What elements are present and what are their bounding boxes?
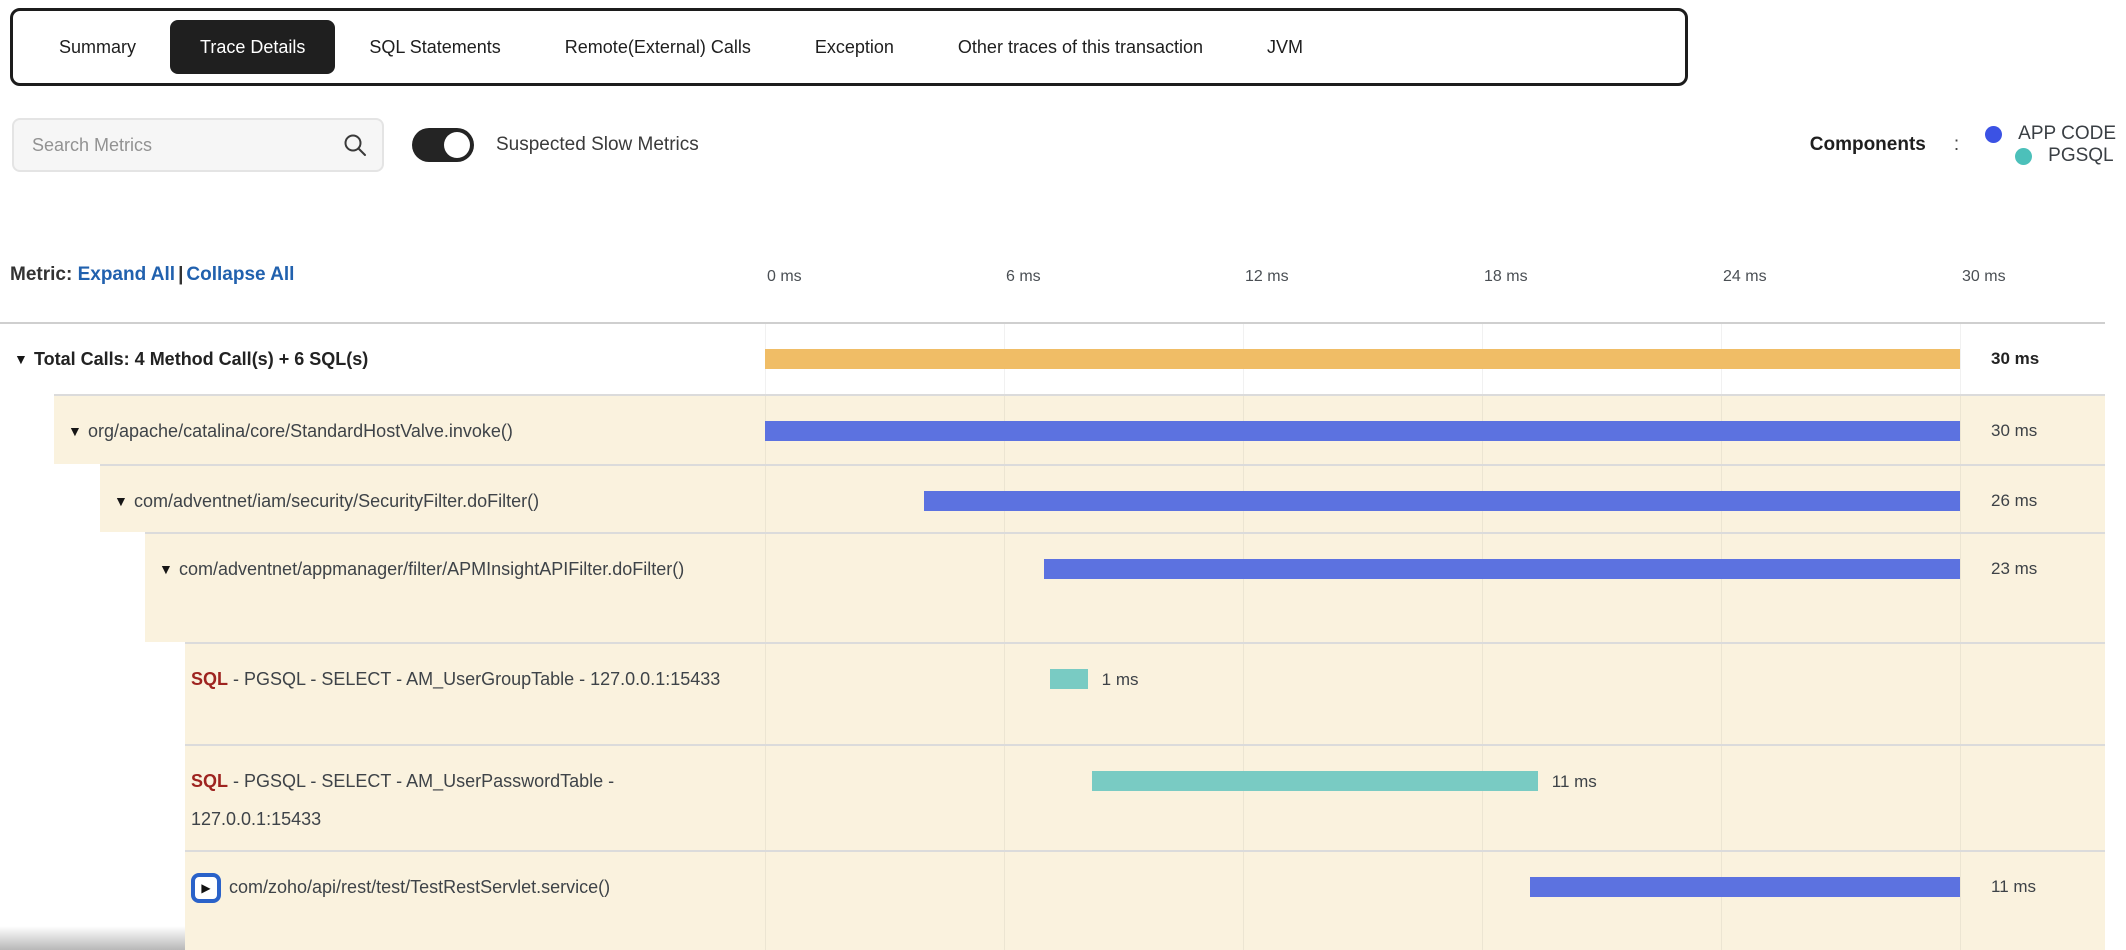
trace-row-text: com/adventnet/appmanager/filter/APMInsig…: [179, 559, 685, 579]
duration-column-label: [1961, 746, 2105, 850]
legend-colon: :: [1953, 134, 1960, 155]
trace-row-text: Total Calls: 4 Method Call(s) + 6 SQL(s): [34, 349, 369, 369]
duration-column-label: 23 ms: [1991, 559, 2038, 578]
scroll-shadow: [0, 926, 185, 950]
trace-row-text: com/adventnet/iam/security/SecurityFilte…: [134, 491, 540, 511]
axis-tick-label: 6 ms: [1006, 268, 1041, 285]
trace-row-label[interactable]: ▼ org/apache/catalina/core/StandardHostV…: [54, 396, 765, 464]
axis-tick-label: 30 ms: [1962, 268, 2006, 285]
duration-bar[interactable]: [1529, 877, 1960, 897]
trace-row-timeline: [765, 852, 1961, 950]
trace-row-timeline: 11 ms: [765, 746, 1961, 850]
collapse-all-link[interactable]: Collapse All: [186, 264, 295, 285]
duration-bar[interactable]: [765, 421, 1960, 441]
components-legend: Components : APP CODE PGSQL: [1810, 123, 2120, 167]
trace-row: SQL - PGSQL - SELECT - AM_UserGroupTable…: [0, 642, 2105, 744]
duration-bar[interactable]: [924, 491, 1960, 511]
duration-bar[interactable]: [1049, 669, 1088, 689]
tab-summary[interactable]: Summary: [59, 36, 137, 57]
tab-exception[interactable]: Exception: [814, 36, 894, 57]
legend-dot-icon: [2015, 147, 2033, 165]
axis-tick-label: 0 ms: [767, 268, 802, 285]
expand-all-link[interactable]: Expand All: [77, 264, 176, 285]
trace-row-label[interactable]: ▶ com/zoho/api/rest/test/TestRestServlet…: [185, 852, 765, 950]
trace-row: SQL - PGSQL - SELECT - AM_UserPasswordTa…: [0, 744, 2105, 850]
trace-row: ▼ Total Calls: 4 Method Call(s) + 6 SQL(…: [0, 322, 2105, 394]
collapse-triangle-icon[interactable]: ▼: [114, 493, 128, 509]
duration-bar[interactable]: [765, 349, 1960, 369]
metric-label: Metric:: [10, 264, 73, 285]
collapse-triangle-icon[interactable]: ▼: [68, 423, 82, 439]
trace-row-label[interactable]: SQL - PGSQL - SELECT - AM_UserGroupTable…: [185, 644, 765, 744]
legend-item: APP CODE: [1985, 123, 2116, 145]
trace-row-label[interactable]: SQL - PGSQL - SELECT - AM_UserPasswordTa…: [185, 746, 765, 850]
search-box[interactable]: [12, 118, 384, 172]
search-input[interactable]: [30, 133, 342, 157]
metric-links: Metric: Expand All | Collapse All: [10, 264, 294, 286]
collapse-triangle-icon[interactable]: ▼: [14, 351, 28, 367]
trace-row-text: SQL - PGSQL - SELECT - AM_UserGroupTable…: [191, 669, 721, 689]
duration-column-label: 11 ms: [1991, 877, 2037, 896]
trace-row-timeline: 1 ms: [765, 644, 1961, 744]
trace-row-text: SQL - PGSQL - SELECT - AM_UserPasswordTa…: [191, 771, 615, 829]
duration-column-label: 26 ms: [1991, 491, 2038, 510]
duration-inline-label: 11 ms: [1551, 772, 1597, 791]
axis-tick-label: 24 ms: [1723, 268, 1767, 285]
trace-row-text: com/zoho/api/rest/test/TestRestServlet.s…: [229, 877, 611, 897]
tab-sql-statements[interactable]: SQL Statements: [369, 36, 501, 57]
trace-row-timeline: [765, 324, 1961, 394]
trace-row-label[interactable]: ▼ Total Calls: 4 Method Call(s) + 6 SQL(…: [0, 324, 765, 394]
tab-jvm[interactable]: JVM: [1267, 36, 1304, 57]
sql-keyword: SQL: [191, 669, 229, 689]
trace-row: ▼ com/adventnet/appmanager/filter/APMIns…: [0, 532, 2105, 642]
axis-tick-label: 12 ms: [1245, 268, 1289, 285]
search-icon[interactable]: [342, 132, 368, 158]
duration-bar[interactable]: [1091, 771, 1538, 791]
trace-row-timeline: [765, 396, 1961, 464]
expand-play-icon[interactable]: ▶: [191, 873, 221, 903]
legend-title: Components: [1809, 134, 1926, 155]
trace-row: ▶ com/zoho/api/rest/test/TestRestServlet…: [0, 850, 2105, 950]
legend-dot-icon: [1985, 125, 2003, 143]
tab-trace-details[interactable]: Trace Details: [170, 20, 336, 74]
tab-remote-external-calls[interactable]: Remote(External) Calls: [564, 36, 751, 57]
legend-item-label: PGSQL: [2048, 145, 2114, 166]
duration-inline-label: 1 ms: [1101, 670, 1139, 689]
legend-item-label: APP CODE: [2018, 123, 2116, 144]
toggle-label: Suspected Slow Metrics: [496, 134, 699, 155]
trace-row-timeline: [765, 466, 1961, 532]
sql-keyword: SQL: [191, 771, 229, 791]
duration-bar[interactable]: [1043, 559, 1960, 579]
trace-waterfall-table: ▼ Total Calls: 4 Method Call(s) + 6 SQL(…: [0, 322, 2126, 950]
suspected-slow-metrics-toggle[interactable]: [412, 128, 474, 162]
trace-row-label[interactable]: ▼ com/adventnet/iam/security/SecurityFil…: [100, 466, 765, 532]
metric-axis-row: Metric: Expand All | Collapse All 0 ms 6 ms…: [0, 262, 2126, 302]
trace-row: ▼ org/apache/catalina/core/StandardHostV…: [0, 394, 2105, 464]
duration-column-label: 30 ms: [1991, 349, 2040, 368]
legend-items: APP CODE PGSQL: [1985, 123, 2116, 167]
collapse-triangle-icon[interactable]: ▼: [159, 561, 173, 577]
trace-row-timeline: [765, 534, 1961, 642]
toggle-knob: [444, 132, 470, 158]
axis-tick-label: 18 ms: [1484, 268, 1528, 285]
trace-row-label[interactable]: ▼ com/adventnet/appmanager/filter/APMIns…: [145, 534, 765, 642]
legend-item: PGSQL: [2015, 145, 2116, 167]
controls-row: Suspected Slow Metrics Components : APP …: [12, 118, 2120, 172]
trace-row: ▼ com/adventnet/iam/security/SecurityFil…: [0, 464, 2105, 532]
link-divider: |: [178, 264, 184, 285]
tab-bar: Summary Trace Details SQL Statements Remote…: [10, 8, 1688, 86]
duration-column-label: 30 ms: [1991, 421, 2038, 440]
tab-other-traces-of-this-transaction[interactable]: Other traces of this transaction: [957, 36, 1204, 57]
trace-row-text: org/apache/catalina/core/StandardHostVal…: [88, 421, 513, 441]
duration-column-label: [1961, 644, 2105, 744]
